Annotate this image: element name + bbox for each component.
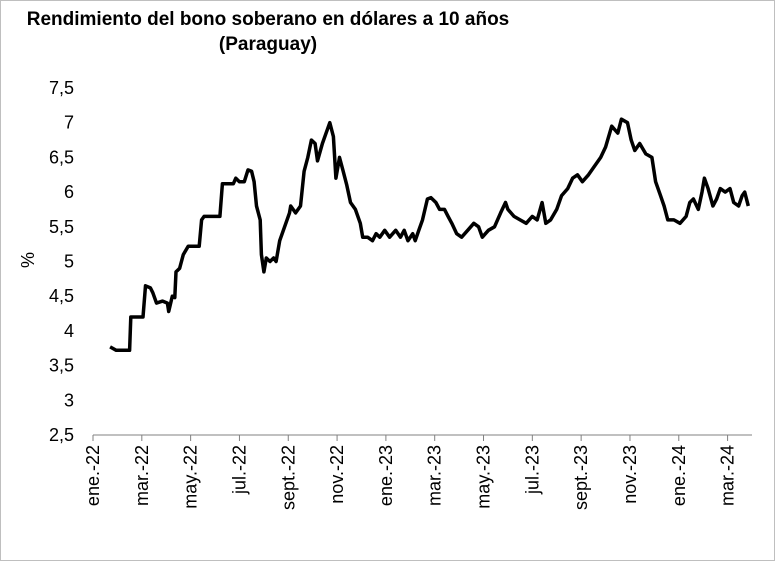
x-tick-label: may.-23 xyxy=(474,445,494,509)
y-tick-label: 7 xyxy=(64,113,74,133)
y-tick-label: 6 xyxy=(64,182,74,202)
line-series xyxy=(109,117,750,353)
chart-subtitle: (Paraguay) xyxy=(219,34,317,55)
y-axis-label: % xyxy=(18,252,38,268)
y-tick-label: 7,5 xyxy=(49,78,74,98)
x-tick-label: jul.-22 xyxy=(229,445,249,495)
x-tick-label: may.-22 xyxy=(181,445,201,509)
x-tick-label: nov.-22 xyxy=(327,445,347,504)
y-tick-label: 2,5 xyxy=(49,425,74,445)
x-tick-label: ene.-23 xyxy=(376,445,396,506)
y-tick-label: 5,5 xyxy=(49,217,74,237)
x-tick-label: sept.-23 xyxy=(571,445,591,510)
x-tick-label: sept.-22 xyxy=(278,445,298,510)
x-tick-label: ene.-22 xyxy=(83,445,103,506)
chart-title: Rendimiento del bono soberano en dólares… xyxy=(27,9,510,30)
x-tick-label: nov.-23 xyxy=(620,445,640,504)
y-tick-label: 4 xyxy=(64,321,74,341)
x-tick-label: ene.-24 xyxy=(669,445,689,506)
x-tick-label: mar.-24 xyxy=(718,445,738,506)
y-tick-label: 5 xyxy=(64,252,74,272)
x-tick-label: jul.-23 xyxy=(522,445,542,495)
x-tick-label: mar.-22 xyxy=(132,445,152,506)
y-tick-label: 6,5 xyxy=(49,147,74,167)
x-tick-label: mar.-23 xyxy=(425,445,445,506)
y-tick-label: 3 xyxy=(64,390,74,410)
y-tick-label: 4,5 xyxy=(49,286,74,306)
y-tick-label: 3,5 xyxy=(49,356,74,376)
